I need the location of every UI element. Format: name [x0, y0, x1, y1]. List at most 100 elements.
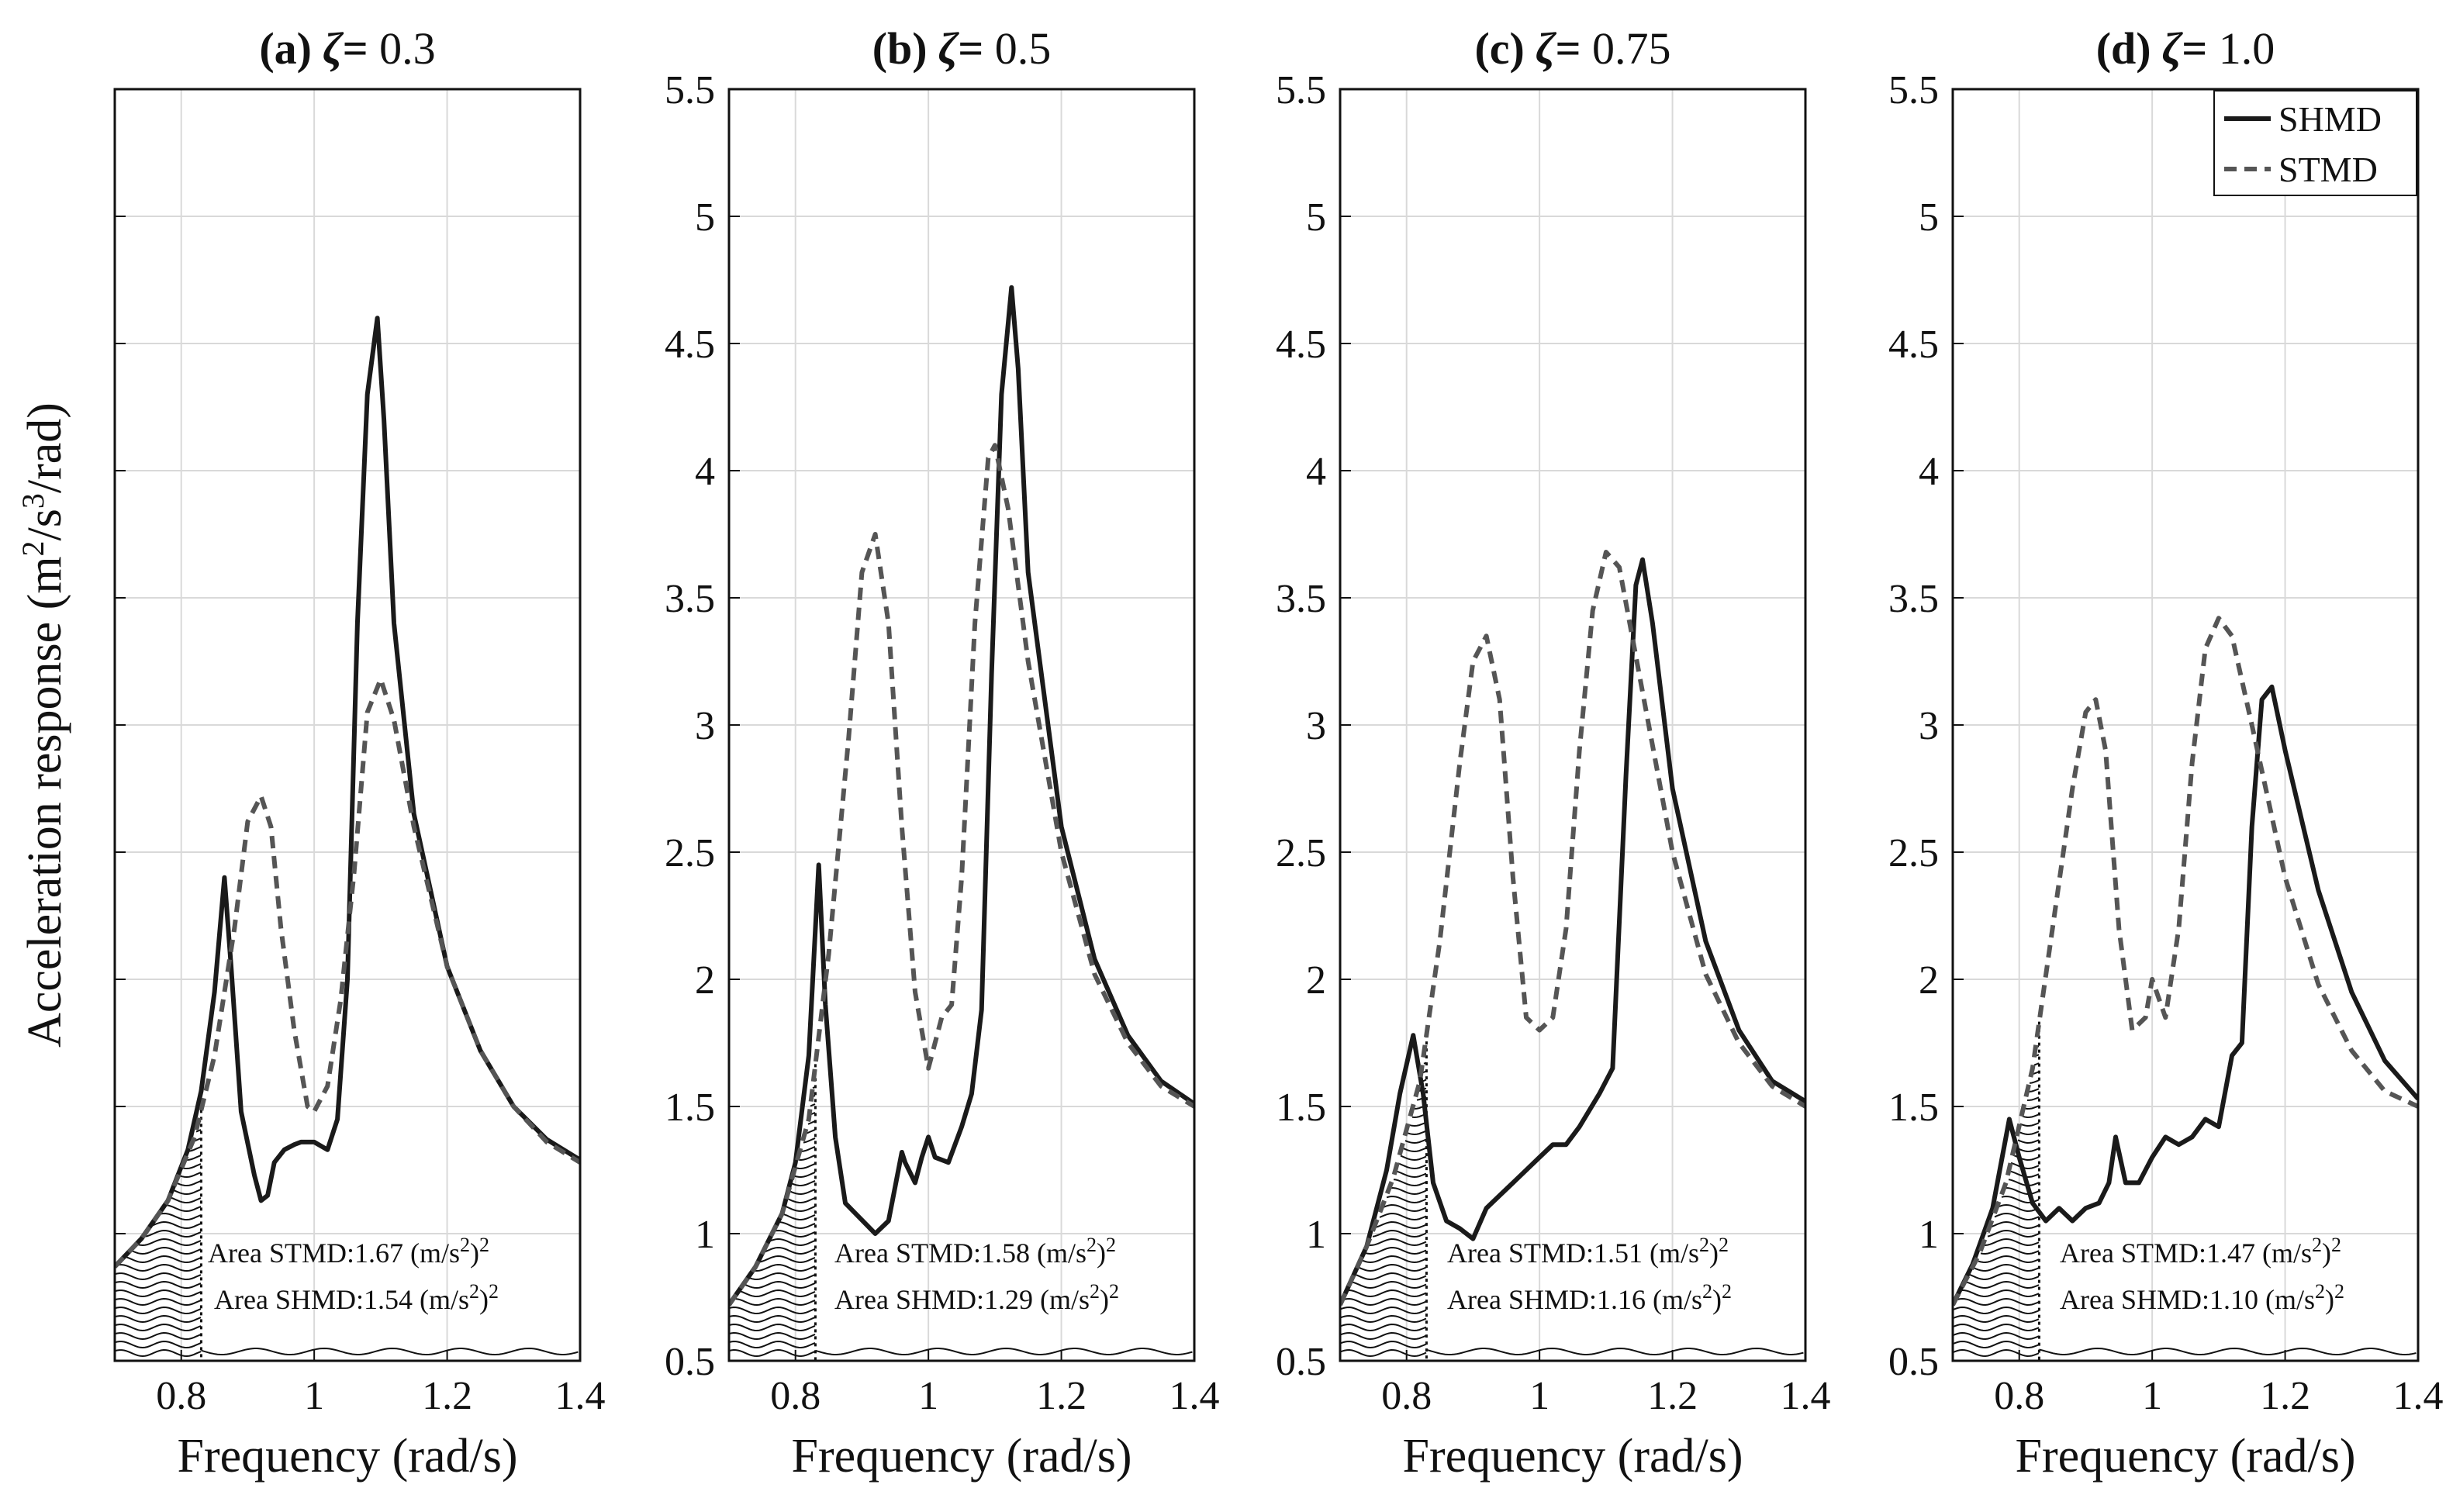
panel-d-hatch-stroke — [1957, 1297, 2040, 1307]
panel-b-hatch-stroke — [758, 1255, 816, 1264]
panel-b-hatch-stroke — [772, 1229, 816, 1238]
panel-a-hatch-stroke — [195, 1129, 202, 1133]
panel-b-hatch-stroke — [729, 1314, 816, 1324]
panel-d-hatch-stroke — [2017, 1131, 2040, 1136]
panel-b-yticks: 0.5 1 1.5 2 2.5 3 3.5 4 4.5 5 5.5 — [665, 68, 740, 1384]
panel-d-hatch-stroke — [1953, 1323, 2040, 1332]
panel-b-area-shmd: Area SHMD:1.29 (m/s2)2 — [834, 1280, 1119, 1316]
panel-d-hatch-stroke — [2019, 1122, 2040, 1127]
panel-d-ytick-label: 1 — [1919, 1213, 1939, 1257]
panel-a-area-shmd: Area SHMD:1.54 (m/s2)2 — [214, 1280, 499, 1316]
panel-d-hatch-stroke — [1968, 1272, 2040, 1281]
panel-b-hatch-stroke — [729, 1340, 816, 1349]
panel-c-ytick-label: 5 — [1306, 195, 1326, 240]
panel-c-ytick-label: 1 — [1306, 1213, 1326, 1257]
panel-b-hatch-stroke — [754, 1263, 816, 1272]
y-axis-label: Acceleration response (m2/s3/rad) — [16, 402, 72, 1048]
panel-a-area-stmd: Area STMD:1.67 (m/s2)2 — [208, 1234, 489, 1269]
panel-c-xlabel: Frequency (rad/s) — [1403, 1430, 1743, 1483]
panel-c-hatch-stroke — [1340, 1323, 1427, 1332]
panel-a-hatch-stroke — [144, 1229, 202, 1238]
panel-a-title: (a) ζ= 0.3 — [259, 23, 435, 74]
panel-d-hatch-stroke — [1953, 1348, 2040, 1358]
panel-c-ytick-label: 3 — [1306, 704, 1326, 748]
panel-c-hatch-stroke — [1397, 1162, 1427, 1170]
panel-d-hatch-stroke — [1973, 1263, 2040, 1272]
panel-d-hatch-stroke — [2017, 1139, 2040, 1144]
panel-c-xtick-label: 1 — [1529, 1374, 1549, 1418]
panel-b-area-stmd: Area STMD:1.58 (m/s2)2 — [834, 1234, 1116, 1269]
panel-c-hatch-stroke — [1356, 1272, 1427, 1281]
panel-c-hatch-stroke — [1340, 1306, 1427, 1315]
panel-b-ytick-label: 3.5 — [665, 577, 715, 621]
legend-label-stmd: STMD — [2278, 150, 2378, 189]
panel-a-hatch-stroke — [172, 1189, 202, 1196]
panel-a-hatch-stroke — [130, 1246, 202, 1255]
panel-c-ytick-label: 3.5 — [1276, 577, 1326, 621]
panel-a: (a) ζ= 0.3 0.8 1 1.2 1.4 Area STMD:1.67 (m/s… — [113, 23, 606, 1483]
panel-d-xtick-label: 1.2 — [2260, 1374, 2310, 1418]
panel-d-hatch-stroke — [2006, 1187, 2040, 1196]
panel-c-hatch — [1340, 1034, 1804, 1361]
panel-d-hatch-stroke — [2008, 1179, 2040, 1187]
panel-b-xticks: 0.8 1 1.2 1.4 — [770, 1350, 1220, 1418]
panel-b-hatch-stroke — [784, 1205, 816, 1213]
panel-c-title: (c) ζ= 0.75 — [1474, 23, 1670, 74]
panel-d-ytick-label: 2 — [1919, 958, 1939, 1003]
panel-d-hatch-stroke — [2029, 1079, 2040, 1084]
panel-a-hatch-stroke — [137, 1238, 202, 1247]
panel-a-hatch-stroke — [115, 1280, 202, 1289]
panel-d-hatch-stroke — [2026, 1096, 2040, 1101]
panel-a-xtick-label: 1 — [304, 1374, 324, 1418]
panel-d-hatch-stroke — [1994, 1212, 2040, 1221]
panel-d-ytick-label: 0.5 — [1888, 1340, 1939, 1384]
panel-a-hatch-stroke — [158, 1212, 202, 1221]
panel-b-hatch-stroke — [786, 1196, 816, 1204]
panel-c-hatch-stroke — [1340, 1331, 1427, 1341]
panel-b-ytick-label: 4 — [695, 450, 715, 494]
panel-d-hatch-stroke — [1996, 1203, 2040, 1213]
panel-a-lines — [115, 316, 580, 1269]
panel-a-hatch-stroke — [177, 1180, 202, 1187]
panel-c-hatch-stroke — [1400, 1155, 1427, 1162]
panel-b-ytick-label: 2.5 — [665, 831, 715, 875]
panel-d-xtick-label: 0.8 — [1994, 1374, 2044, 1418]
panel-b-hatch-stroke — [803, 1137, 816, 1144]
panel-c-xtick-label: 1.2 — [1647, 1374, 1698, 1418]
panel-c-xticks: 0.8 1 1.2 1.4 — [1381, 1350, 1831, 1418]
panel-c-hatch-stroke — [1360, 1255, 1427, 1264]
panel-c-ytick-label: 2 — [1306, 958, 1326, 1003]
panel-b-hatch-stroke — [729, 1348, 816, 1358]
panel-c-hatch-stroke — [1367, 1238, 1427, 1247]
panel-d-ytick-label: 4 — [1919, 450, 1939, 494]
panel-c-xtick-label: 0.8 — [1381, 1374, 1432, 1418]
panel-d-xtick-label: 1.4 — [2393, 1374, 2444, 1418]
panel-b-hatch-stroke — [805, 1128, 816, 1134]
panel-b-hatch-stroke — [791, 1179, 816, 1187]
panel-a-yticks — [115, 216, 126, 1234]
panel-c-area-stmd: Area STMD:1.51 (m/s2)2 — [1447, 1234, 1729, 1269]
panel-c-hatch-stroke — [1386, 1195, 1427, 1204]
panel-a-baseline-wave — [201, 1347, 579, 1356]
panel-c-hatch-stroke — [1404, 1138, 1427, 1144]
panel-b-xtick-label: 0.8 — [770, 1374, 821, 1418]
legend-box — [2213, 90, 2417, 196]
panel-b-hatch-stroke — [745, 1280, 816, 1289]
panel-d-ytick-label: 1.5 — [1888, 1086, 1939, 1130]
panel-a-hatch-stroke — [115, 1340, 202, 1349]
panel-b-hatch-stroke — [789, 1188, 816, 1196]
panel-b-hatch-stroke — [796, 1162, 816, 1170]
panel-a-xlabel: Frequency (rad/s) — [178, 1430, 518, 1483]
panel-a-hatch-stroke — [115, 1348, 202, 1358]
panel-a-xtick-label: 1.4 — [555, 1374, 606, 1418]
panel-d-hatch-stroke — [1966, 1280, 2040, 1289]
panel-b-hatch-stroke — [749, 1272, 816, 1281]
panel-a-hatch-stroke — [170, 1196, 202, 1204]
panel-b-ytick-label: 1.5 — [665, 1086, 715, 1130]
panel-d-hatch-stroke — [1961, 1289, 2040, 1298]
panel-b-hatch-stroke — [729, 1331, 816, 1341]
panel-b-baseline-wave — [815, 1347, 1193, 1356]
panel-d-hatch-stroke — [1987, 1229, 2040, 1238]
panel-b-hatch-stroke — [807, 1120, 816, 1125]
panel-d-ytick-label: 3 — [1919, 704, 1939, 748]
